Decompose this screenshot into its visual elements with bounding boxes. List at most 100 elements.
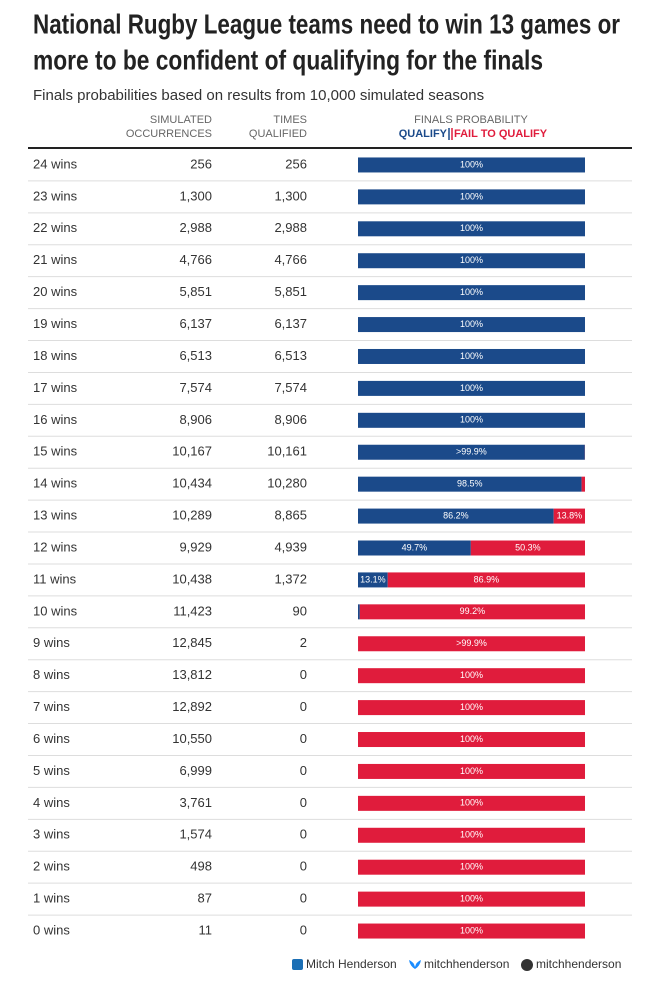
bar-label: 100% xyxy=(460,830,483,840)
qualified: 6,513 xyxy=(274,348,307,363)
bar-label: 100% xyxy=(460,255,483,265)
qualified: 2,988 xyxy=(274,220,307,235)
bar-label: 100% xyxy=(460,383,483,393)
qualified: 8,865 xyxy=(274,508,307,523)
bar-label: 86.9% xyxy=(474,574,500,584)
row-label: 1 wins xyxy=(33,891,70,906)
occurrences: 10,550 xyxy=(172,731,212,746)
row-label: 9 wins xyxy=(33,635,70,650)
qualified: 0 xyxy=(300,795,307,810)
qualified: 0 xyxy=(300,827,307,842)
bar-label: 100% xyxy=(460,734,483,744)
bar-label: 100% xyxy=(460,223,483,233)
bar-label: 100% xyxy=(460,287,483,297)
bar-segment xyxy=(358,604,360,619)
occurrences: 7,574 xyxy=(179,380,212,395)
qualified: 5,851 xyxy=(274,284,307,299)
qualified: 1,300 xyxy=(274,188,307,203)
occurrences: 1,300 xyxy=(179,188,212,203)
bar-label: 100% xyxy=(460,925,483,935)
occurrences: 10,289 xyxy=(172,508,212,523)
bar-label: 49.7% xyxy=(402,542,428,552)
bar-label: >99.9% xyxy=(456,638,487,648)
row-label: 22 wins xyxy=(33,220,78,235)
chart-subtitle: Finals probabilities based on results fr… xyxy=(33,87,484,104)
row-label: 10 wins xyxy=(33,603,78,618)
row-label: 12 wins xyxy=(33,539,78,554)
qualified: 4,766 xyxy=(274,252,307,267)
occurrences: 12,892 xyxy=(172,699,212,714)
occurrences: 6,999 xyxy=(179,763,212,778)
column-header: TIMES xyxy=(273,114,307,126)
row-label: 21 wins xyxy=(33,252,78,267)
bar-label: 100% xyxy=(460,191,483,201)
bar-label: 100% xyxy=(460,351,483,361)
row-label: 19 wins xyxy=(33,316,78,331)
footer-github: mitchhenderson xyxy=(536,957,621,971)
occurrences: 12,845 xyxy=(172,635,212,650)
row-label: 2 wins xyxy=(33,859,70,874)
bar-label: 100% xyxy=(460,798,483,808)
bar-label: 50.3% xyxy=(515,542,541,552)
occurrences: 5,851 xyxy=(179,284,212,299)
occurrences: 10,434 xyxy=(172,476,212,491)
occurrences: 8,906 xyxy=(179,412,212,427)
qualified: 0 xyxy=(300,699,307,714)
bar-label: 99.2% xyxy=(460,606,486,616)
column-header: QUALIFIED xyxy=(249,128,307,140)
bar-label: 100% xyxy=(460,670,483,680)
bluesky-icon xyxy=(409,960,421,969)
row-label: 6 wins xyxy=(33,731,70,746)
bar-label: >99.9% xyxy=(456,447,487,457)
column-header: OCCURRENCES xyxy=(126,128,212,140)
occurrences: 13,812 xyxy=(172,667,212,682)
row-label: 4 wins xyxy=(33,795,70,810)
row-label: 8 wins xyxy=(33,667,70,682)
qualified: 0 xyxy=(300,922,307,937)
qualified: 1,372 xyxy=(274,571,307,586)
occurrences: 87 xyxy=(198,891,212,906)
row-label: 3 wins xyxy=(33,827,70,842)
footer-author: Mitch Henderson xyxy=(306,957,397,971)
chart-title: National Rugby League teams need to win … xyxy=(33,8,620,39)
row-label: 20 wins xyxy=(33,284,78,299)
qualified: 90 xyxy=(293,603,307,618)
bar-segment xyxy=(582,477,585,492)
bar-label: 13.1% xyxy=(360,574,386,584)
row-label: 24 wins xyxy=(33,156,78,171)
bar-label: 100% xyxy=(460,415,483,425)
row-label: 0 wins xyxy=(33,922,70,937)
occurrences: 9,929 xyxy=(179,539,212,554)
qualified: 256 xyxy=(285,156,307,171)
qualified: 0 xyxy=(300,667,307,682)
bar-label: 100% xyxy=(460,893,483,903)
legend-label: QUALIFY xyxy=(399,128,448,140)
chart-title: more to be confident of qualifying for t… xyxy=(33,44,543,75)
occurrences: 11,423 xyxy=(173,603,212,618)
occurrences: 498 xyxy=(190,859,212,874)
qualified: 4,939 xyxy=(274,539,307,554)
occurrences: 256 xyxy=(190,156,212,171)
row-label: 13 wins xyxy=(33,508,78,523)
qualified: 0 xyxy=(300,859,307,874)
bar-label: 13.8% xyxy=(557,510,583,520)
qualified: 8,906 xyxy=(274,412,307,427)
row-label: 7 wins xyxy=(33,699,70,714)
row-label: 15 wins xyxy=(33,444,78,459)
occurrences: 10,438 xyxy=(172,571,212,586)
qualified: 2 xyxy=(300,635,307,650)
column-header: SIMULATED xyxy=(150,114,212,126)
row-label: 5 wins xyxy=(33,763,70,778)
row-label: 23 wins xyxy=(33,188,78,203)
occurrences: 3,761 xyxy=(179,795,212,810)
legend-label: FAIL TO QUALIFY xyxy=(454,128,548,140)
bar-label: 98.5% xyxy=(457,479,483,489)
row-label: 16 wins xyxy=(33,412,78,427)
occurrences: 10,167 xyxy=(172,444,212,459)
row-label: 17 wins xyxy=(33,380,78,395)
qualified: 0 xyxy=(300,891,307,906)
occurrences: 2,988 xyxy=(179,220,212,235)
occurrences: 11 xyxy=(199,922,213,937)
